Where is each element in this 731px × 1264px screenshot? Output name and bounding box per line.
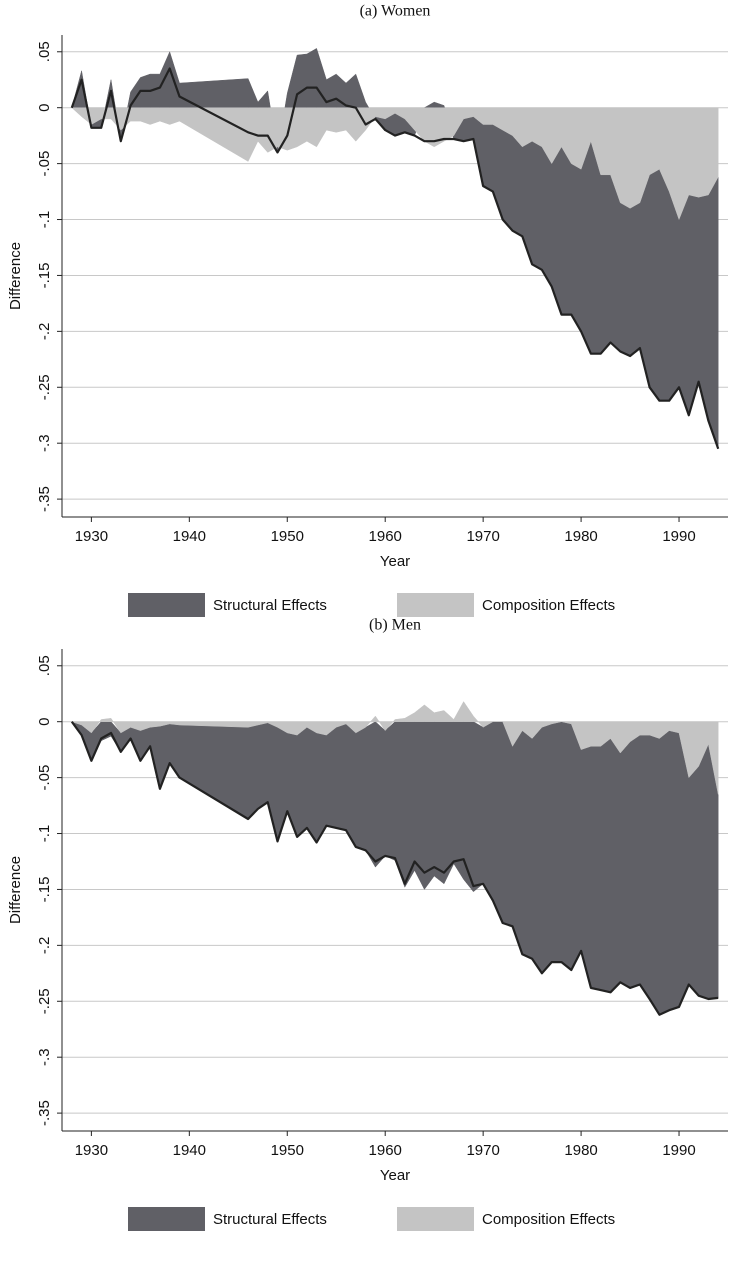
x-tick-label: 1930 (75, 1142, 108, 1159)
x-tick-label: 1980 (564, 528, 597, 545)
y-tick-label: -.35 (36, 486, 53, 512)
y-tick-label: -.25 (36, 988, 53, 1014)
legend-label: Structural Effects (213, 1211, 327, 1228)
x-tick-label: 1990 (662, 528, 695, 545)
x-tick-label: 1960 (369, 528, 402, 545)
legend-label: Composition Effects (482, 1211, 615, 1228)
y-tick-label: -.1 (36, 825, 53, 843)
y-tick-label: 0 (36, 104, 53, 112)
legend-label: Structural Effects (213, 597, 327, 614)
y-tick-label: -.2 (36, 323, 53, 341)
y-tick-label: -.15 (36, 263, 53, 289)
x-axis-label: Year (380, 553, 410, 570)
y-tick-label: -.3 (36, 1048, 53, 1066)
legend-swatch (128, 593, 205, 617)
x-tick-label: 1970 (466, 528, 499, 545)
x-tick-label: 1940 (173, 528, 206, 545)
y-axis-label: Difference (7, 242, 24, 310)
x-tick-label: 1980 (564, 1142, 597, 1159)
y-tick-label: 0 (36, 718, 53, 726)
x-tick-label: 1960 (369, 1142, 402, 1159)
y-tick-label: -.3 (36, 434, 53, 452)
legend-swatch (128, 1207, 205, 1231)
x-tick-label: 1930 (75, 528, 108, 545)
y-tick-label: .05 (36, 41, 53, 62)
y-tick-label: .05 (36, 655, 53, 676)
y-tick-label: -.35 (36, 1100, 53, 1126)
x-tick-label: 1950 (271, 1142, 304, 1159)
y-tick-label: -.05 (36, 765, 53, 791)
y-tick-label: -.15 (36, 877, 53, 903)
x-tick-label: 1970 (466, 1142, 499, 1159)
panel-title: (a) Women (360, 3, 431, 20)
total-line (70, 721, 719, 1016)
y-tick-label: -.05 (36, 151, 53, 177)
legend-swatch (397, 593, 474, 617)
legend-label: Composition Effects (482, 597, 615, 614)
area (71, 701, 719, 795)
area (71, 107, 719, 221)
x-axis-label: Year (380, 1167, 410, 1184)
x-tick-label: 1940 (173, 1142, 206, 1159)
y-axis-label: Difference (7, 856, 24, 924)
y-tick-label: -.1 (36, 211, 53, 229)
total-line (70, 67, 720, 450)
panel-title: (b) Men (369, 617, 421, 634)
x-tick-label: 1990 (662, 1142, 695, 1159)
y-tick-label: -.25 (36, 374, 53, 400)
legend-swatch (397, 1207, 474, 1231)
x-tick-label: 1950 (271, 528, 304, 545)
y-tick-label: -.2 (36, 937, 53, 955)
